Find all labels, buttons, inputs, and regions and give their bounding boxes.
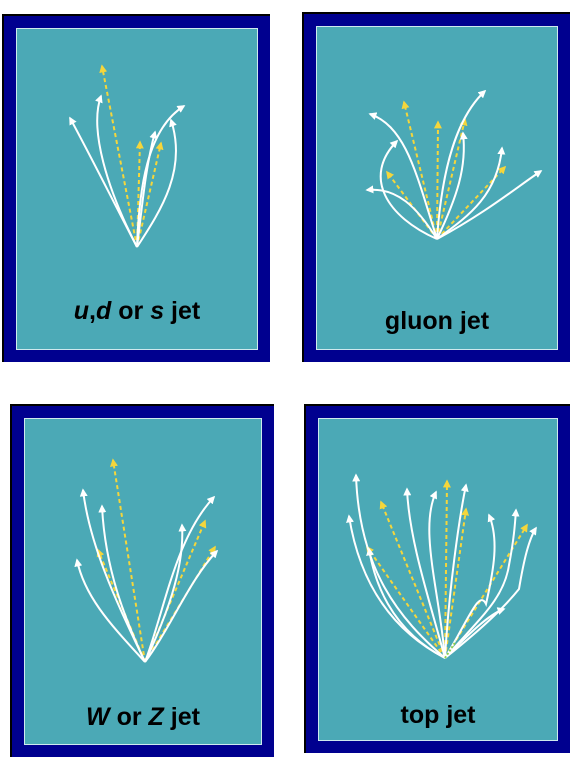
particle-track: [74, 558, 146, 663]
particle-track: [144, 523, 187, 663]
parton-arrow: [444, 507, 470, 659]
particle-track: [352, 473, 446, 659]
particle-track: [444, 483, 469, 659]
particle-track: [365, 185, 438, 240]
particle-tracks: [365, 89, 543, 240]
jet-label-part: s: [150, 297, 165, 325]
parton-arrow: [96, 548, 146, 663]
parton-arrows: [366, 479, 528, 659]
parton-arrows: [386, 100, 507, 240]
parton-arrow: [444, 523, 528, 659]
particle-track: [403, 487, 446, 659]
jet-label-part: W: [86, 703, 110, 731]
particle-track: [144, 495, 216, 663]
particle-track: [79, 488, 146, 663]
particle-track: [379, 139, 438, 240]
particle-track: [368, 112, 438, 240]
particle-tracks: [346, 473, 537, 659]
jet-label-part: u: [73, 297, 90, 325]
top-jet-panel: top jet: [318, 418, 558, 741]
top-jet-card: top jet: [304, 404, 570, 753]
light-quark-jet-diagram: [69, 64, 186, 248]
particle-track: [428, 490, 446, 659]
particle-track: [136, 118, 178, 248]
parton-arrow: [136, 141, 164, 248]
light-quark-jet-card: u,d or s jet: [2, 14, 270, 362]
wz-jet-diagram: [74, 458, 219, 663]
parton-arrow: [379, 500, 446, 659]
particle-track: [436, 89, 487, 240]
jet-label-part: d: [96, 297, 112, 325]
parton-arrow: [144, 519, 207, 663]
jet-label: W or Z jet: [25, 703, 261, 732]
parton-arrow: [442, 479, 451, 659]
parton-arrow: [436, 165, 507, 240]
jet-label-part: Z: [148, 703, 164, 731]
parton-arrow: [433, 120, 442, 240]
light-quark-jet-panel: u,d or s jet: [16, 28, 258, 350]
gluon-jet-card: gluon jet: [302, 12, 570, 362]
wz-jet-panel: W or Z jet: [24, 418, 262, 745]
particle-track: [144, 549, 219, 663]
jet-label-part: jet: [163, 703, 200, 731]
parton-arrows: [96, 458, 216, 663]
particle-track: [136, 105, 186, 248]
particle-track: [444, 508, 520, 659]
parton-arrow: [110, 458, 146, 663]
jet-label-part: gluon jet: [384, 307, 490, 335]
particle-track: [436, 131, 468, 240]
particle-track: [95, 94, 138, 248]
particle-track: [136, 130, 158, 248]
jet-label: gluon jet: [317, 307, 557, 336]
parton-arrows: [99, 64, 164, 248]
gluon-jet-diagram: [365, 89, 543, 240]
jet-label-part: or: [109, 703, 149, 731]
top-jet-diagram: [346, 473, 537, 659]
particle-track: [444, 607, 506, 659]
jet-label-part: or: [111, 297, 151, 325]
jet-label-part: top jet: [400, 701, 476, 729]
wz-jet-card: W or Z jet: [10, 404, 274, 757]
parton-arrow: [99, 64, 138, 248]
gluon-jet-panel: gluon jet: [316, 26, 558, 350]
jet-label-part: ,: [89, 297, 96, 325]
soft-emission: [444, 640, 457, 659]
particle-tracks: [69, 94, 186, 248]
particle-track: [366, 547, 446, 659]
particle-track: [436, 170, 543, 240]
particle-track: [98, 504, 146, 663]
particle-track: [436, 146, 506, 240]
jet-label: u,d or s jet: [17, 297, 257, 326]
parton-arrow: [401, 100, 438, 240]
particle-track: [444, 513, 496, 659]
particle-track: [444, 526, 537, 659]
parton-arrow: [366, 545, 446, 659]
jet-label-part: jet: [164, 297, 201, 325]
particle-track: [346, 514, 446, 659]
particle-tracks: [74, 488, 219, 663]
jet-label: top jet: [319, 701, 557, 730]
